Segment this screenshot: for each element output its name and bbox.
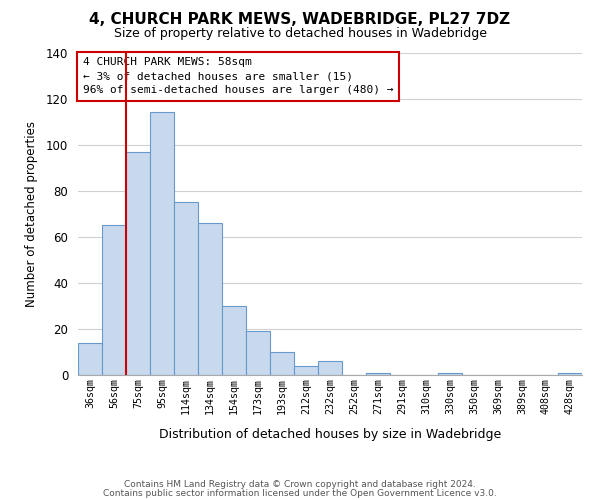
Bar [126,152,150,375]
Bar [438,372,462,375]
Text: 4 CHURCH PARK MEWS: 58sqm
← 3% of detached houses are smaller (15)
96% of semi-d: 4 CHURCH PARK MEWS: 58sqm ← 3% of detach… [83,58,394,96]
Bar [318,361,342,375]
Bar [366,372,390,375]
Y-axis label: Number of detached properties: Number of detached properties [25,120,38,306]
Text: Size of property relative to detached houses in Wadebridge: Size of property relative to detached ho… [113,28,487,40]
Bar [294,366,318,375]
Bar [174,202,198,375]
Text: 4, CHURCH PARK MEWS, WADEBRIDGE, PL27 7DZ: 4, CHURCH PARK MEWS, WADEBRIDGE, PL27 7D… [89,12,511,28]
Bar [150,112,174,375]
Text: Contains HM Land Registry data © Crown copyright and database right 2024.: Contains HM Land Registry data © Crown c… [124,480,476,489]
Text: Contains public sector information licensed under the Open Government Licence v3: Contains public sector information licen… [103,488,497,498]
Bar [78,343,102,375]
Bar [222,306,246,375]
Bar [102,226,126,375]
Bar [246,331,270,375]
Bar [270,352,294,375]
Bar [558,372,582,375]
X-axis label: Distribution of detached houses by size in Wadebridge: Distribution of detached houses by size … [159,428,501,440]
Bar [198,223,222,375]
